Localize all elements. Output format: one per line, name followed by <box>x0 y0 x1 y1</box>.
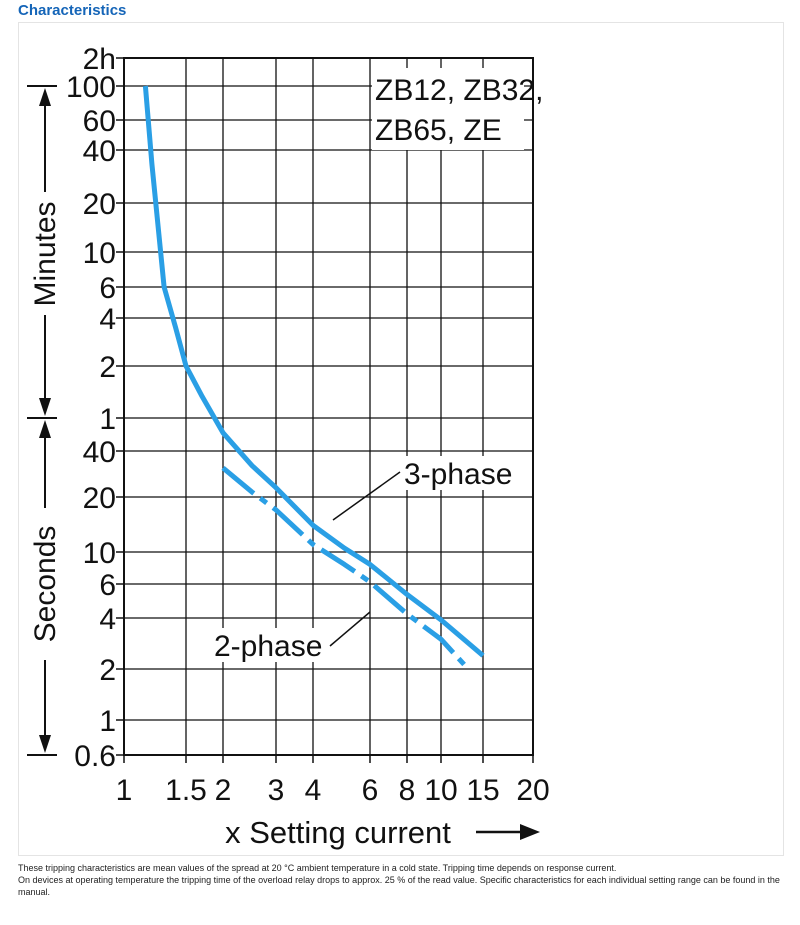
axes <box>27 57 540 840</box>
y-tick-label: 100 <box>66 71 116 104</box>
x-tick-label: 10 <box>424 774 457 807</box>
x-tick-label: 1 <box>116 774 133 807</box>
minutes-label: Minutes <box>29 201 62 306</box>
x-tick-label: 8 <box>399 774 416 807</box>
minutes-arrow-up <box>39 88 51 106</box>
box-label-background <box>372 68 524 150</box>
y-tick-label: 10 <box>83 237 116 270</box>
x-axis-arrow-head <box>520 824 540 840</box>
annotation-2-phase: 2-phase <box>214 630 322 663</box>
seconds-arrow-down <box>39 735 51 753</box>
series <box>142 85 485 671</box>
caption-line-2: On devices at operating temperature the … <box>18 875 780 897</box>
y-tick-label: 1 <box>99 403 116 436</box>
annotation-3-phase-leader <box>332 471 401 521</box>
y-tick-label: 4 <box>99 303 116 336</box>
caption-line-1: These tripping characteristics are mean … <box>18 863 617 873</box>
annotation-3-phase-bg <box>400 456 522 490</box>
plot-frame <box>123 57 534 756</box>
box-label-line: ZB65, ZE <box>375 114 502 147</box>
y-tick-label: 40 <box>83 436 116 469</box>
x-tick-label: 20 <box>516 774 549 807</box>
y-tick-label: 4 <box>99 603 116 636</box>
y-tick-label: 10 <box>83 537 116 570</box>
section-title: Characteristics <box>18 2 127 19</box>
y-tick-label: 2 <box>99 654 116 687</box>
series-3-phase <box>142 85 485 658</box>
chart-panel <box>18 22 784 856</box>
annotation-2-phase-leader <box>329 611 371 647</box>
y-tick-label: 6 <box>99 272 116 305</box>
y-tick-label: 60 <box>83 105 116 138</box>
seconds-label: Seconds <box>29 526 62 643</box>
y-tick-label: 0.6 <box>74 740 116 773</box>
minutes-arrow-down <box>39 398 51 416</box>
x-axis-label: x Setting current <box>225 815 451 850</box>
x-tick-label: 2 <box>215 774 232 807</box>
x-tick-label: 4 <box>305 774 322 807</box>
y-tick-label: 2h <box>83 43 116 76</box>
y-tick-label: 20 <box>83 188 116 221</box>
y-tick-label: 6 <box>99 569 116 602</box>
box-label-line: ZB12, ZB32, <box>375 74 543 107</box>
x-tick-label: 3 <box>268 774 285 807</box>
seconds-arrow-up <box>39 420 51 438</box>
y-tick-label: 1 <box>99 705 116 738</box>
x-tick-label: 1.5 <box>165 774 207 807</box>
annotation-2-phase-bg <box>212 628 330 662</box>
y-tick-label: 40 <box>83 135 116 168</box>
series-2-phase <box>221 465 471 671</box>
y-tick-label: 2 <box>99 351 116 384</box>
chart-caption: These tripping characteristics are mean … <box>18 862 788 898</box>
x-tick-label: 6 <box>362 774 379 807</box>
y-tick-label: 20 <box>83 482 116 515</box>
x-tick-label: 15 <box>466 774 499 807</box>
annotation-3-phase: 3-phase <box>404 458 512 491</box>
